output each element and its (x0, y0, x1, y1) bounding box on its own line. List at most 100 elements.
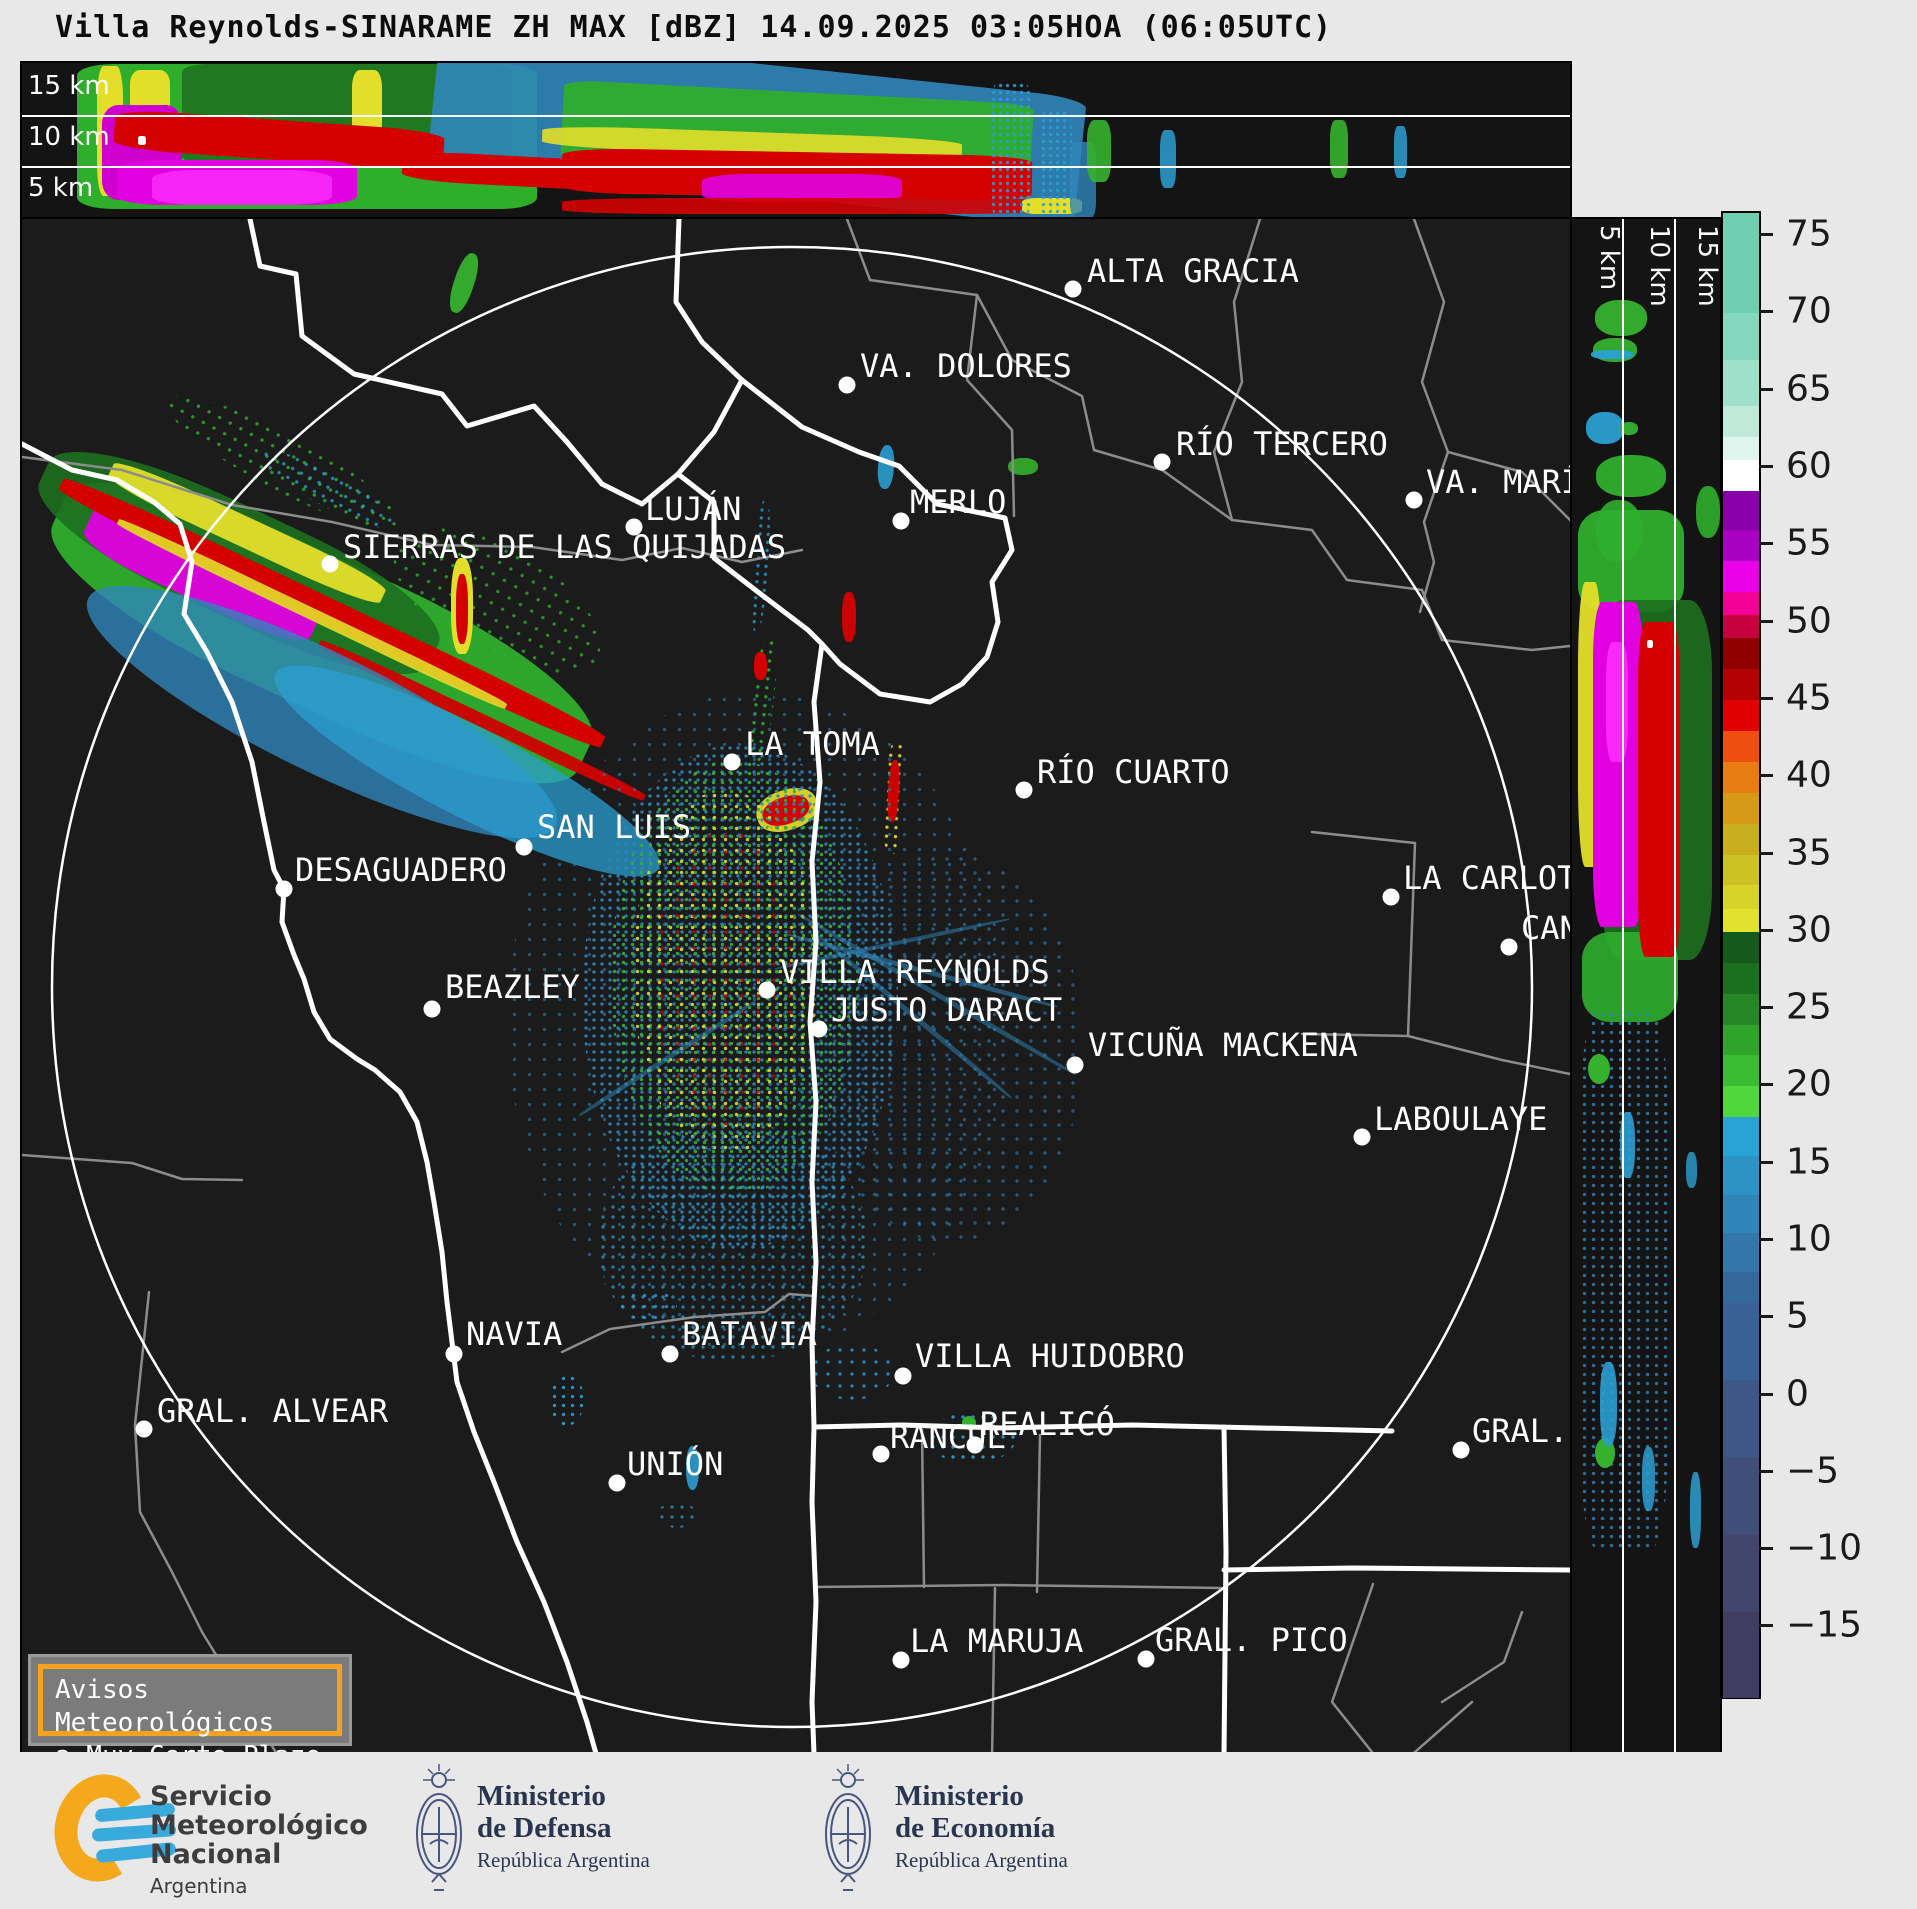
city-dot (661, 1345, 679, 1363)
radar-echo (1586, 412, 1624, 444)
smn-line4: Argentina (150, 1874, 248, 1898)
economia-line1: Ministerio (895, 1780, 1024, 1812)
colorbar-band (1723, 406, 1759, 438)
radar-echo (1160, 130, 1176, 188)
city-dot (515, 838, 533, 856)
product-title: Villa Reynolds-SINARAME ZH MAX [dBZ] 14.… (55, 10, 1333, 45)
economia-sub: República Argentina (895, 1848, 1068, 1872)
radar-echo (702, 174, 902, 202)
map-boundary-path (739, 377, 1015, 705)
colorbar-band (1723, 591, 1759, 616)
city-dot (1382, 888, 1400, 906)
city-label: ALTA GRACIA (1087, 252, 1299, 290)
smn-line2: Meteorológico (150, 1810, 368, 1841)
radar-echo (1647, 640, 1653, 648)
colorbar-band (1723, 1024, 1759, 1057)
radar-echo (562, 198, 1062, 214)
colorbar-band (1723, 699, 1759, 732)
defensa-line2: de Defensa (477, 1812, 612, 1844)
map-boundary-path (845, 219, 1570, 652)
city-dot (1153, 453, 1171, 471)
colorbar-tick (1759, 542, 1773, 546)
city-dot (1066, 1056, 1084, 1074)
city-label: NAVIA (466, 1315, 563, 1353)
map-boundary-path (965, 293, 1016, 518)
colorbar-tick-label: 60 (1786, 445, 1832, 487)
map-boundary-path (560, 1292, 816, 1354)
radar-echo (1642, 1447, 1655, 1511)
radar-echo (1620, 422, 1638, 435)
height-label-5km-v: 5 km (1594, 225, 1624, 291)
map-geography-layer (22, 219, 1570, 1752)
colorbar-band (1723, 761, 1759, 794)
colorbar-tick-label: −5 (1786, 1450, 1840, 1492)
colorbar-tick-label: 70 (1786, 290, 1832, 332)
city-label: UNIÓN (627, 1445, 724, 1483)
radar-echo (1087, 120, 1111, 182)
city-dot (1405, 491, 1423, 509)
height-label-5km: 5 km (28, 173, 94, 203)
economia-line2: de Economía (895, 1812, 1056, 1844)
city-dot (1137, 1650, 1155, 1668)
colorbar-tick (1759, 1392, 1773, 1396)
colorbar-tick (1759, 1624, 1773, 1628)
radar-echo (1686, 1152, 1697, 1188)
city-dot (1015, 781, 1033, 799)
colorbar-tick (1759, 1547, 1773, 1551)
city-dot (135, 1420, 153, 1438)
colorbar-band (1723, 730, 1759, 763)
dbz-colorbar (1721, 211, 1761, 1699)
city-label: VILLA HUIDOBRO (915, 1337, 1185, 1375)
city-dot (894, 1367, 912, 1385)
radar-range-ring (50, 245, 1534, 1729)
coat-of-arms-economia-icon (825, 1764, 871, 1891)
city-dot (892, 512, 910, 530)
radar-echo (810, 1344, 894, 1400)
avisos-warning-text[interactable]: Avisos Meteorológicos a Muy Corto Plazo (38, 1664, 342, 1752)
colorbar-tick-label: 65 (1786, 368, 1832, 410)
smn-logo-text: Servicio Meteorológico Nacional Argentin… (150, 1782, 368, 1901)
city-dot (966, 1436, 984, 1454)
radar-echo (1596, 455, 1666, 497)
map-boundary-path (1330, 1582, 1375, 1752)
colorbar-band (1723, 1380, 1759, 1458)
avisos-warning-box[interactable]: Avisos Meteorológicos a Muy Corto Plazo (28, 1654, 352, 1752)
map-boundary-path (1406, 841, 1417, 1038)
colorbar-band (1723, 313, 1759, 361)
colorbar-tick (1759, 928, 1773, 932)
colorbar-tick-label: 5 (1786, 1295, 1809, 1337)
city-label: LABOULAYE (1374, 1100, 1548, 1138)
map-boundary-path (675, 471, 825, 1752)
radar-echo (1696, 486, 1720, 538)
city-label: SAN LUIS (537, 808, 692, 846)
colorbar-band (1723, 993, 1759, 1026)
city-dot (892, 1651, 910, 1669)
colorbar-band (1723, 792, 1759, 825)
colorbar-band (1723, 854, 1759, 887)
radar-echo (1595, 300, 1647, 336)
map-boundary-path (1035, 1433, 1042, 1594)
colorbar-band (1723, 1086, 1759, 1118)
radar-echo (990, 82, 1032, 218)
city-label: GRAL. PICO (1155, 1621, 1348, 1659)
ministerio-economia-text: Ministerio de Economía República Argenti… (895, 1780, 1068, 1873)
city-label: BEAZLEY (445, 968, 580, 1006)
colorbar-tick (1759, 1160, 1773, 1164)
defensa-sub: República Argentina (477, 1848, 650, 1872)
city-label: VILLA REYNOLDS (780, 953, 1050, 991)
map-boundary-path (1440, 1610, 1524, 1704)
city-label: VA. DOLORES (860, 347, 1072, 385)
city-dot (758, 981, 776, 999)
colorbar-band (1723, 1194, 1759, 1234)
map-boundary-path (1221, 1424, 1229, 1752)
colorbar-tick (1759, 696, 1773, 700)
map-boundary-path (1412, 219, 1450, 614)
city-label: VA. MARÍ (1426, 463, 1572, 501)
colorbar-tick-label: 50 (1786, 600, 1832, 642)
colorbar-tick (1759, 1469, 1773, 1473)
colorbar-band (1723, 1457, 1759, 1536)
colorbar-band (1723, 359, 1759, 407)
colorbar-tick-label: −15 (1786, 1604, 1862, 1646)
colorbar-tick-label: 0 (1786, 1373, 1809, 1415)
